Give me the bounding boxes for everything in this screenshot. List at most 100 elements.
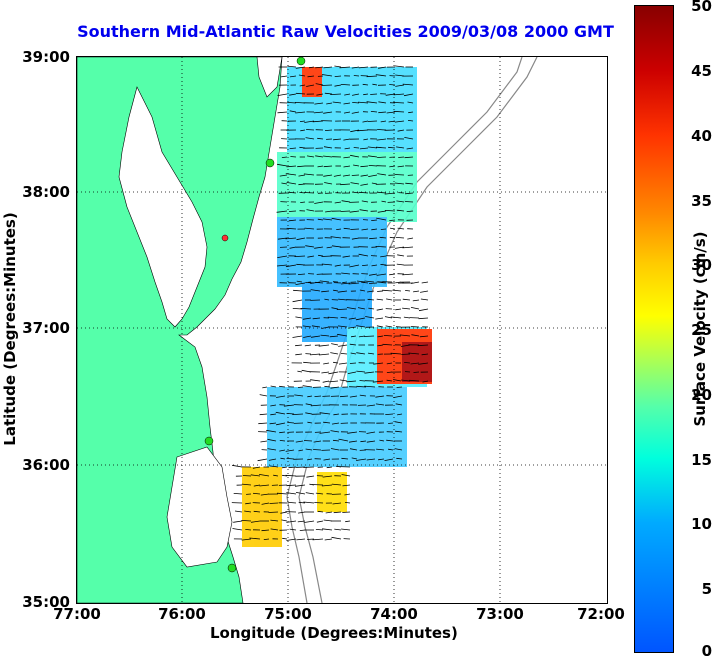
velocity-arrow xyxy=(397,387,402,388)
velocity-arrow xyxy=(420,291,428,292)
velocity-arrow xyxy=(258,459,267,461)
colorbar-tick-label: 40 xyxy=(678,127,712,145)
y-tick-label: 36:00 xyxy=(10,456,70,474)
velocity-arrow xyxy=(331,344,338,345)
velocity-arrow xyxy=(413,300,419,301)
velocity-arrow xyxy=(325,539,332,540)
velocity-arrow xyxy=(390,228,395,229)
velocity-arrow xyxy=(401,354,410,355)
velocity-arrow xyxy=(312,485,323,486)
velocity-arrow xyxy=(287,66,296,67)
velocity-arrow xyxy=(391,317,401,318)
velocity-arrow xyxy=(369,283,377,284)
velocity-arrow xyxy=(395,175,404,176)
velocity-arrow xyxy=(260,395,267,396)
velocity-arrow xyxy=(322,256,333,257)
velocity-arrow xyxy=(293,300,302,302)
velocity-arrow xyxy=(300,530,305,531)
velocity-arrow xyxy=(303,386,312,387)
velocity-arrow xyxy=(269,512,279,513)
velocity-arrow xyxy=(295,485,305,486)
velocity-arrow xyxy=(402,308,410,309)
colorbar xyxy=(634,5,674,653)
velocity-arrow xyxy=(304,441,312,442)
velocity-arrow xyxy=(405,202,413,203)
velocity-arrow xyxy=(342,512,350,513)
x-axis-label: Longitude (Degrees:Minutes) xyxy=(210,624,458,642)
velocity-arrow xyxy=(304,193,314,194)
velocity-arrow xyxy=(288,502,296,503)
velocity-arrow xyxy=(296,539,305,540)
velocity-arrow xyxy=(407,238,413,239)
velocity-arrow xyxy=(298,512,305,513)
velocity-arrow xyxy=(310,380,320,381)
velocity-arrow xyxy=(313,539,323,540)
velocity-arrow xyxy=(364,336,374,337)
velocity-arrow xyxy=(332,537,342,539)
velocity-arrow xyxy=(352,175,359,176)
velocity-arrow xyxy=(271,386,276,387)
colorbar-tick-label: 35 xyxy=(678,192,712,210)
velocity-arrow xyxy=(297,371,302,372)
velocity-arrow xyxy=(398,157,404,158)
velocity-arrow xyxy=(289,211,296,212)
map-title: Southern Mid-Atlantic Raw Velocities 200… xyxy=(58,22,633,41)
velocity-arrow xyxy=(386,299,392,300)
velocity-arrow xyxy=(310,354,320,355)
velocity-arrow xyxy=(339,363,347,364)
velocity-arrow xyxy=(295,317,302,318)
colorbar-tick-label: 50 xyxy=(678,0,712,15)
velocity-arrow xyxy=(262,387,267,388)
velocity-arrow xyxy=(330,353,338,354)
station-marker xyxy=(297,57,305,65)
velocity-arrow xyxy=(306,476,314,477)
velocity-arrow xyxy=(235,511,242,512)
map-area xyxy=(76,56,608,604)
velocity-arrow xyxy=(233,529,243,531)
velocity-arrow xyxy=(323,363,329,364)
velocity-arrow xyxy=(405,290,410,291)
velocity-arrow xyxy=(403,299,410,300)
velocity-arrow xyxy=(282,538,287,539)
velocity-arrow xyxy=(306,493,314,494)
map-svg xyxy=(77,57,607,603)
velocity-arrow xyxy=(316,529,323,530)
velocity-arrow xyxy=(319,345,329,346)
velocity-arrow xyxy=(278,112,288,113)
velocity-arrow xyxy=(377,309,383,310)
velocity-arrow xyxy=(404,317,410,318)
velocity-arrow xyxy=(368,121,377,122)
velocity-arrow xyxy=(377,157,386,158)
velocity-arrow xyxy=(295,354,302,355)
colorbar-tick-label: 0 xyxy=(678,642,712,660)
velocity-arrow xyxy=(327,467,332,468)
velocity-arrow xyxy=(375,318,383,319)
colorbar-tick-label: 15 xyxy=(678,451,712,469)
velocity-arrow xyxy=(389,274,395,275)
velocity-arrow xyxy=(396,237,404,238)
velocity-arrow xyxy=(298,387,303,388)
velocity-arrow xyxy=(382,290,392,291)
velocity-arrow xyxy=(290,529,296,530)
velocity-arrow xyxy=(354,148,359,149)
velocity-arrow xyxy=(386,326,392,327)
velocity-arrow xyxy=(389,85,395,86)
velocity-arrow xyxy=(326,512,332,513)
y-axis-label: Latitude (Degrees:Minutes) xyxy=(1,209,19,449)
y-tick-label: 39:00 xyxy=(10,48,70,66)
velocity-arrow xyxy=(350,363,356,364)
velocity-arrow xyxy=(303,362,311,363)
station-marker xyxy=(222,235,228,241)
x-tick-label: 72:00 xyxy=(566,605,636,623)
velocity-arrow xyxy=(232,465,242,467)
velocity-arrow xyxy=(295,345,302,346)
velocity-arrow xyxy=(341,353,347,354)
station-marker xyxy=(266,159,274,167)
velocity-arrow xyxy=(395,66,404,67)
velocity-arrow xyxy=(306,130,314,131)
velocity-arrow xyxy=(334,529,341,530)
velocity-arrow xyxy=(281,520,287,521)
velocity-arrow xyxy=(243,476,251,477)
velocity-arrow xyxy=(323,381,329,382)
velocity-arrow xyxy=(260,414,267,415)
